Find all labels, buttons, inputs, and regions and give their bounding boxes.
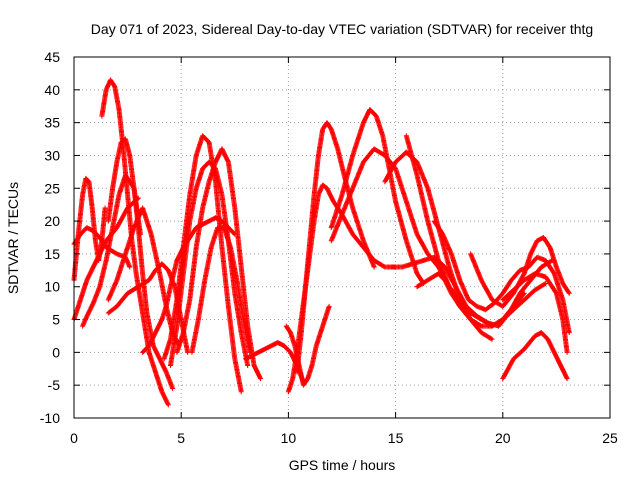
series-track-10 (161, 133, 244, 395)
data-point (185, 349, 191, 355)
data-point (127, 264, 133, 270)
series-track-05 (99, 77, 171, 408)
data-point (238, 389, 244, 395)
series-track-18 (328, 107, 426, 286)
data-point (245, 362, 251, 368)
data-point (231, 230, 237, 236)
data-point (170, 385, 176, 391)
series-track-12 (174, 146, 264, 382)
data-series-layer (71, 77, 572, 408)
data-point (102, 205, 108, 211)
data-point (165, 402, 171, 408)
series-track-06 (105, 136, 176, 391)
